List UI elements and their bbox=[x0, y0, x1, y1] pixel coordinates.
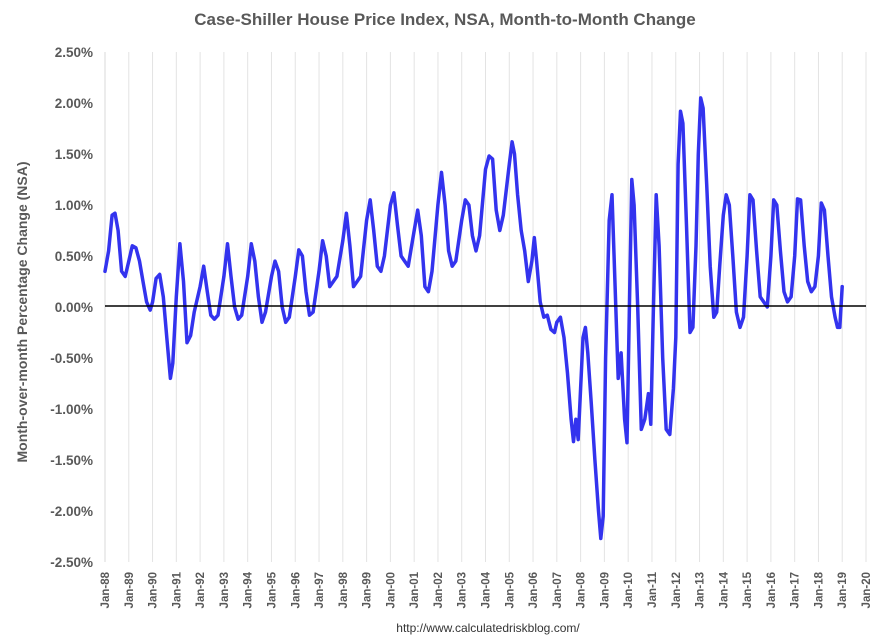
x-tick-label: Jan-15 bbox=[742, 571, 754, 608]
y-tick-labels: 2.50% 2.00% 1.50% 1.00% 0.50% 0.00% -0.50% -1.0… bbox=[50, 45, 93, 570]
x-tick-label: Jan-90 bbox=[148, 572, 160, 608]
x-tick-label: Jan-17 bbox=[790, 572, 802, 608]
source-url: http://www.calculatedriskblog.com/ bbox=[396, 621, 580, 635]
x-tick-label: Jan-13 bbox=[695, 572, 707, 608]
x-tick-label: Jan-06 bbox=[528, 572, 540, 608]
y-tick-label: 2.50% bbox=[55, 45, 93, 60]
y-tick-label: -0.50% bbox=[50, 351, 93, 366]
series-group bbox=[103, 96, 844, 541]
y-tick-label: 0.50% bbox=[55, 249, 93, 264]
x-tick-label: Jan-98 bbox=[338, 571, 350, 608]
x-tick-label: Jan-95 bbox=[266, 571, 278, 608]
x-tick-label: Jan-01 bbox=[409, 571, 421, 608]
y-tick-label: 1.00% bbox=[55, 198, 93, 213]
x-tick-label: Jan-93 bbox=[219, 572, 231, 608]
x-tick-label: Jan-94 bbox=[243, 571, 255, 608]
x-tick-label: Jan-09 bbox=[599, 572, 611, 608]
x-tick-label: Jan-07 bbox=[552, 572, 564, 608]
x-tick-label: Jan-00 bbox=[385, 572, 397, 608]
x-tick-label: Jan-04 bbox=[481, 571, 493, 608]
x-tick-label: Jan-97 bbox=[314, 572, 326, 608]
x-tick-label: Jan-16 bbox=[766, 572, 778, 608]
x-tick-label: Jan-12 bbox=[671, 572, 683, 608]
x-tick-labels: Jan-88 Jan-89 Jan-90 Jan-91 Jan-92 Jan-93 Jan-… bbox=[100, 571, 873, 608]
y-tick-label: 1.50% bbox=[55, 147, 93, 162]
chart-title: Case-Shiller House Price Index, NSA, Mon… bbox=[194, 10, 696, 29]
vertical-gridlines bbox=[128, 52, 867, 562]
y-axis-label: Month-over-month Percentage Change (NSA) bbox=[14, 161, 30, 462]
x-tick-label: Jan-99 bbox=[362, 572, 374, 608]
y-tick-label: -2.00% bbox=[50, 504, 93, 519]
y-tick-label: -2.50% bbox=[50, 555, 93, 570]
y-tick-label: -1.00% bbox=[50, 402, 93, 417]
x-tick-label: Jan-20 bbox=[861, 572, 873, 608]
x-tick-label: Jan-10 bbox=[623, 572, 635, 608]
x-tick-label: Jan-02 bbox=[433, 572, 445, 608]
x-tick-label: Jan-11 bbox=[647, 571, 659, 607]
x-tick-label: Jan-92 bbox=[195, 572, 207, 608]
x-tick-label: Jan-89 bbox=[124, 572, 136, 608]
x-tick-label: Jan-18 bbox=[813, 571, 825, 608]
series-line bbox=[103, 96, 844, 541]
x-tick-label: Jan-05 bbox=[504, 571, 516, 608]
x-tick-label: Jan-96 bbox=[290, 572, 302, 608]
y-tick-label: 0.00% bbox=[55, 300, 93, 315]
y-tick-label: -1.50% bbox=[50, 453, 93, 468]
x-tick-label: Jan-08 bbox=[576, 571, 588, 608]
y-tick-label: 2.00% bbox=[55, 96, 93, 111]
x-tick-label: Jan-91 bbox=[171, 571, 183, 608]
x-tick-label: Jan-88 bbox=[100, 571, 112, 608]
x-tick-label: Jan-14 bbox=[718, 571, 730, 608]
x-tick-label: Jan-03 bbox=[457, 572, 469, 608]
x-tick-label: Jan-19 bbox=[837, 572, 849, 608]
